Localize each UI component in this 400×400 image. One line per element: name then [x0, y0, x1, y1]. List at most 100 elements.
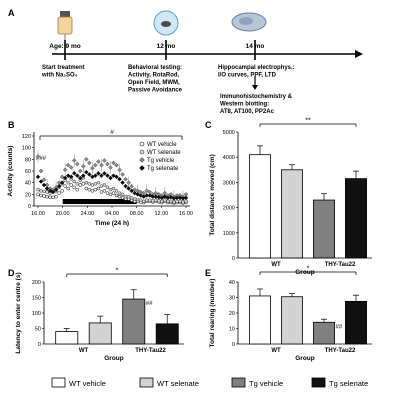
panel-b-point-open-circle-gray	[102, 183, 107, 187]
legend-label-4: Tg selenate	[329, 379, 368, 388]
panel-b-ytick-label: 80	[25, 157, 31, 163]
panel-b-point-open-circle	[60, 189, 64, 193]
panel-b-point-open-circle-gray	[126, 194, 131, 199]
panel-b-point-diamond-black	[126, 186, 131, 191]
legend-swatch-3	[231, 377, 246, 388]
panel-b-point-open-circle-gray	[123, 194, 128, 199]
panel-b-sig-hash-left: ###	[36, 156, 47, 162]
panel-b-point-diamond-gray	[35, 154, 41, 159]
panel-b-point-diamond-black	[120, 180, 125, 185]
panel-b-ytick-label: 100	[22, 146, 31, 152]
panel-b-point-diamond-black	[105, 173, 110, 178]
panel-b-point-diamond-gray	[126, 180, 131, 185]
panel-b-point-diamond-black	[74, 173, 80, 178]
ytick-label: 10	[229, 327, 235, 333]
ytick-label: 0	[232, 342, 235, 348]
panel-b-point-diamond-gray	[74, 161, 80, 167]
panel-b-legend-label: Tg vehicle	[147, 158, 175, 164]
panel-b-point-open-circle	[57, 191, 61, 195]
timeline-stage-2-line-2: Activity, RotaRod,	[128, 73, 180, 79]
panel-b-point-open-circle	[51, 195, 55, 199]
hippocampus-icon	[239, 17, 253, 25]
panel-b-point-diamond-black	[150, 194, 156, 199]
bar-1	[249, 295, 271, 345]
panel-b-point-open-circle	[72, 185, 76, 190]
panel-c-ylabel: Total distance moved (cm)	[209, 154, 216, 236]
panel-b-point-diamond-black	[38, 179, 44, 184]
bar-3	[313, 321, 335, 345]
panel-b-xlabel: Time (24 h)	[95, 220, 129, 227]
ytick-label: 20	[229, 311, 235, 317]
panel-b-point-diamond-black	[53, 187, 59, 192]
panel-letter-c: C	[205, 120, 212, 130]
panel-b-point-open-circle-gray	[132, 197, 137, 201]
panel-b-point-diamond-black	[108, 175, 113, 181]
panel-b-point-open-circle-gray	[75, 182, 80, 186]
panel-b-point-open-circle	[39, 193, 43, 198]
panel-b-point-diamond-black	[71, 171, 77, 176]
panel-b-point-diamond-black	[62, 175, 68, 181]
panel-b-ytick-label: 60	[25, 169, 31, 175]
panel-b-point-diamond-gray	[96, 159, 101, 164]
ytick-label: 100	[32, 311, 41, 317]
timeline-stage-1-line-1: Start treatment	[42, 65, 85, 71]
panel-b-point-diamond-gray	[117, 167, 122, 173]
panel-b-point-open-circle-gray	[178, 199, 182, 204]
panel-b-point-open-circle-gray	[169, 199, 173, 204]
x-axis-title: Group	[295, 355, 315, 362]
panel-b-point-diamond-black	[129, 188, 134, 194]
panel-b-point-diamond-black	[81, 173, 86, 178]
panel-b-point-open-circle-gray	[39, 189, 43, 193]
timeline-age-3: 14 mo	[246, 43, 265, 50]
panel-b-point-diamond-black	[50, 189, 56, 195]
panel-b-point-open-circle-gray	[135, 197, 140, 202]
x-axis-title: Group	[295, 269, 315, 276]
panel-b-xtick-label: 04.00	[105, 211, 119, 217]
panel-b-point-open-circle	[108, 192, 113, 197]
panel-b-point-open-circle-gray	[166, 199, 170, 204]
panel-b-point-diamond-gray	[99, 162, 104, 168]
group-label-tg: THY-Tau22	[135, 348, 166, 354]
panel-b-point-diamond-gray	[68, 165, 74, 170]
panel-b-point-open-circle	[84, 186, 89, 191]
ytick-label: 50	[35, 327, 41, 333]
panel-b-legend-marker	[139, 157, 145, 163]
panel-b-point-diamond-gray	[59, 174, 65, 180]
panel-b-xtick-label: 08.00	[130, 211, 144, 217]
panel-b-point-open-circle	[66, 186, 70, 191]
followup-line-2: Western blotting:	[220, 102, 269, 108]
panel-b-point-open-circle-gray	[151, 199, 155, 203]
panel-b-point-open-circle-gray	[42, 189, 46, 194]
panel-b-point-open-circle-gray	[99, 184, 104, 188]
legend-label-1: WT vehicle	[69, 379, 106, 388]
panel-b-point-open-circle-gray	[108, 187, 113, 192]
sig-stars: **	[305, 118, 311, 125]
panel-b-point-open-circle	[99, 190, 104, 194]
panel-b-point-open-circle-gray	[184, 199, 188, 204]
followup-line-1: Immunohistochemistry &	[220, 94, 293, 100]
vial-body-icon	[57, 16, 73, 35]
bar-4	[155, 323, 179, 345]
panel-b-point-diamond-black	[156, 194, 162, 200]
bar-4	[345, 178, 367, 259]
panel-b-point-diamond-gray	[62, 167, 68, 173]
ytick-label: 4000	[223, 155, 235, 161]
panel-b-xtick-label: 16.00	[31, 211, 45, 217]
panel-b-point-diamond-gray	[84, 157, 89, 162]
panel-b-point-diamond-gray	[81, 164, 86, 169]
panel-b-point-open-circle-gray	[87, 182, 92, 186]
panel-b-legend-label: WT selenate	[147, 150, 181, 156]
ytick-label: 3000	[223, 180, 235, 186]
panel-b-point-open-circle-gray	[72, 179, 76, 184]
dark-phase-bar	[62, 199, 137, 204]
ytick-label: 2000	[223, 206, 235, 212]
panel-d-latency-chart: D Latency to enter centre (s) 0 50 100 150 200…	[8, 268, 184, 362]
panel-b-xtick-label: 12.00	[154, 211, 168, 217]
mouse-body-icon	[161, 21, 171, 27]
group-label-tg: THY-Tau22	[325, 348, 356, 354]
panel-b-activity-chart: B Activity (counts) 0 20 40 60 80 100 120 16.00 20…	[7, 120, 193, 227]
panel-b-ytick-label: 20	[25, 192, 31, 198]
panel-b-point-open-circle-gray	[114, 189, 119, 193]
panel-d-ylabel: Latency to enter centre (s)	[15, 272, 22, 353]
